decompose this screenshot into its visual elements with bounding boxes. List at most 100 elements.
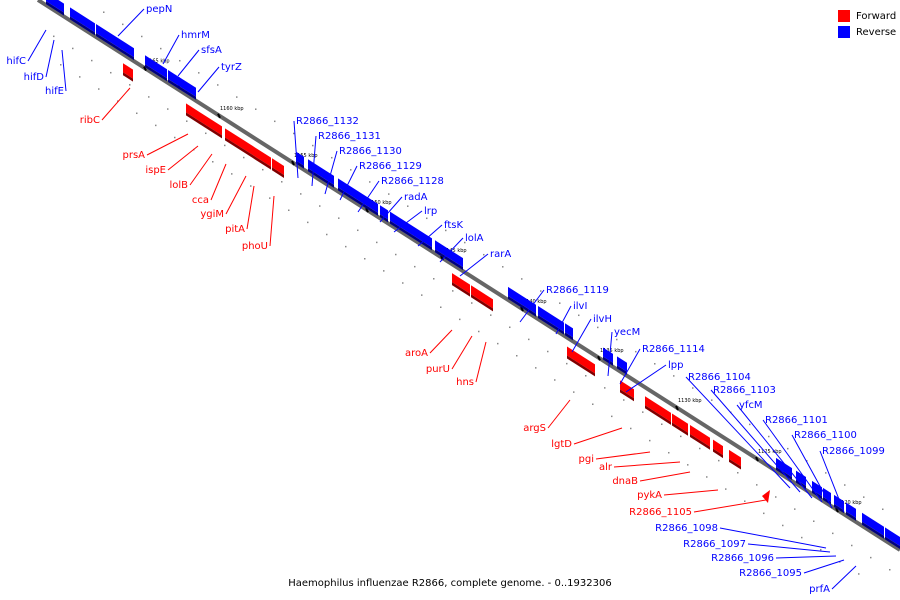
leader-line [475, 341, 487, 383]
leader-line [831, 565, 857, 590]
guide-dot [98, 88, 100, 90]
guide-dot [882, 508, 884, 511]
guide-dot [407, 205, 409, 207]
gene-label: yfcM [739, 400, 763, 411]
guide-dot [148, 96, 150, 98]
gene-feature-shadow [485, 303, 493, 312]
gene-feature-shadow [225, 137, 243, 152]
gene-feature-shadow [672, 422, 688, 436]
leader-line [324, 150, 338, 195]
scale-label: 1150 kbp [368, 200, 392, 206]
gene-feature-shadow [356, 198, 378, 216]
scale-tick [365, 207, 369, 213]
leader-line [101, 87, 131, 121]
gene-label: tyrZ [221, 62, 242, 73]
scale-tick [675, 405, 679, 411]
gene-feature [776, 457, 792, 478]
leader-line [311, 135, 317, 187]
guide-dot [471, 302, 473, 304]
guide-dot [72, 47, 74, 50]
guide-dot [668, 451, 670, 454]
leader-line [27, 29, 47, 62]
leader-line [225, 175, 247, 215]
leader-line [573, 427, 623, 445]
scale-tick [143, 66, 147, 72]
guide-dot [326, 233, 328, 236]
gene-feature [565, 323, 573, 338]
guide-dot [673, 375, 675, 377]
gene-feature-shadow [620, 389, 634, 402]
gene-label: phoU [242, 241, 268, 252]
gene-label: cca [192, 195, 209, 206]
guide-dot [312, 144, 314, 147]
guide-dot [433, 278, 435, 280]
guide-dot [440, 306, 442, 308]
gene-feature-shadow [123, 72, 133, 82]
guide-dot [395, 253, 397, 256]
gene-feature-shadow [70, 16, 95, 36]
guide-dot [502, 266, 504, 268]
gene-feature [885, 527, 900, 546]
guide-dot [566, 362, 568, 365]
guide-dot [79, 76, 81, 78]
guide-dot [680, 435, 682, 438]
leader-line [613, 461, 681, 468]
leader-line [451, 335, 473, 370]
guide-dot [635, 350, 637, 353]
guide-dot [768, 435, 770, 438]
leader-line [167, 145, 199, 171]
guide-dot [345, 245, 347, 248]
gene-label: R2866_1131 [318, 131, 381, 142]
forward-arrow-marker [762, 490, 770, 503]
leader-line [607, 331, 613, 377]
guide-dot [711, 399, 713, 401]
guide-dot [604, 387, 606, 389]
leader-line [210, 163, 227, 201]
guide-dot [706, 476, 708, 478]
guide-dot [250, 185, 252, 187]
guide-dot [649, 439, 651, 442]
guide-dot [445, 229, 447, 232]
gene-label: pgi [579, 454, 594, 465]
guide-dot [388, 193, 390, 195]
gene-feature [322, 168, 334, 185]
guide-dot [592, 403, 594, 405]
gene-feature [308, 159, 322, 178]
gene-feature [508, 286, 536, 314]
leader-line [177, 49, 200, 77]
leader-line [619, 348, 641, 385]
gene-feature [620, 380, 634, 399]
leader-line [519, 289, 545, 323]
guide-dot [858, 573, 860, 575]
guide-dot [421, 294, 423, 296]
leader-line [246, 185, 255, 230]
gene-feature-shadow [452, 282, 470, 297]
guide-dot [851, 544, 853, 547]
guide-dot [60, 64, 62, 66]
guide-dot [300, 193, 302, 195]
guide-dot [117, 100, 119, 102]
guide-dot [464, 241, 466, 244]
leader-line [791, 434, 833, 509]
guide-dot [585, 375, 587, 377]
gene-label: radA [404, 192, 428, 203]
guide-dot [687, 464, 689, 466]
leader-line [459, 253, 489, 277]
gene-feature [862, 512, 884, 536]
gene-label: R2866_1105 [629, 507, 692, 518]
guide-dot [813, 520, 815, 522]
gene-label: R2866_1101 [765, 415, 828, 426]
guide-dot [692, 387, 694, 389]
guide-dot [205, 132, 207, 135]
guide-dot [806, 460, 808, 462]
guide-dot [775, 496, 777, 498]
leader-line [45, 39, 55, 78]
gene-feature-shadow [380, 214, 388, 223]
guide-dot [547, 350, 549, 353]
guide-dot [319, 205, 321, 207]
leader-line [547, 399, 571, 429]
gene-feature [70, 7, 95, 33]
gene-feature-shadow [885, 536, 900, 549]
gene-feature-shadow [145, 64, 167, 82]
leader-line [269, 195, 275, 247]
